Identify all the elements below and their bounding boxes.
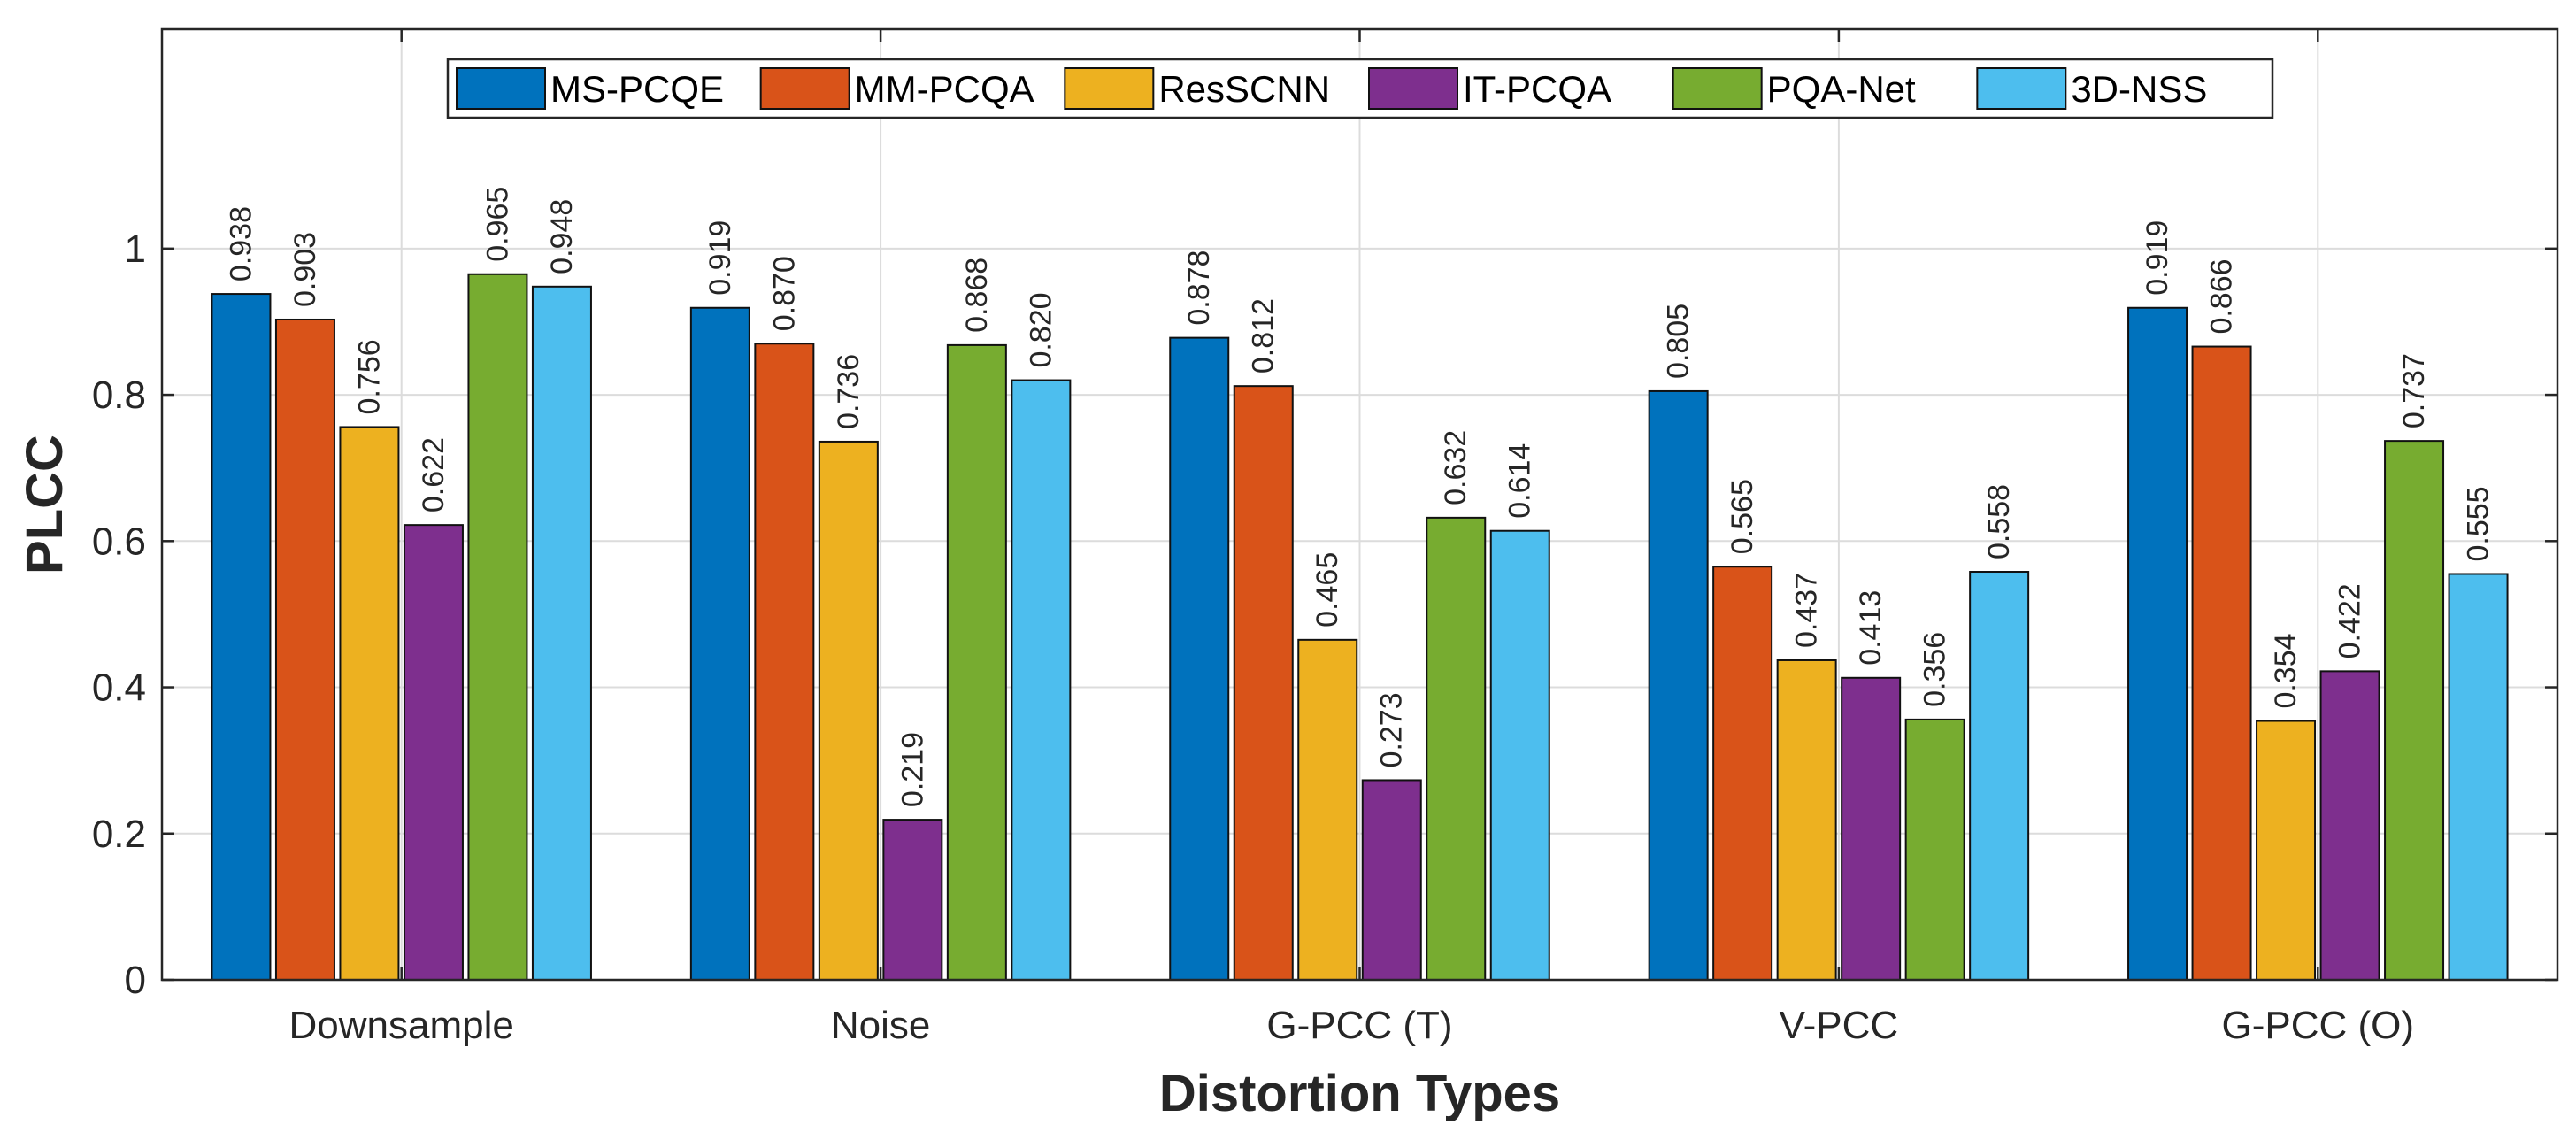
x-axis-ticks: Downsample Noise G-PCC (T) V-PCC G-PCC (O) (289, 29, 2415, 1047)
bar (2191, 345, 2252, 981)
bars (211, 273, 2509, 982)
bar (467, 273, 528, 981)
bar (1841, 676, 1902, 981)
y-tick-label: 0.8 (92, 374, 146, 417)
bar-value-label: 0.919 (704, 220, 737, 296)
x-tick-label: Downsample (289, 1004, 514, 1047)
legend-box (446, 58, 2274, 119)
bar (403, 524, 464, 981)
bar (1233, 385, 1294, 981)
x-tick-label: V-PCC (1780, 1004, 1898, 1047)
bar-value-label: 0.736 (832, 354, 865, 429)
y-tick-label: 0 (125, 959, 146, 1002)
bar-value-label: 0.558 (1982, 484, 2016, 559)
bar (1776, 659, 1837, 981)
bar (1904, 718, 1965, 981)
legend-label: ResSCNN (1158, 68, 1330, 110)
bar-value-label: 0.632 (1439, 430, 1473, 505)
bar-value-label: 0.938 (224, 206, 258, 281)
bar-value-label: 0.919 (2141, 220, 2174, 296)
bar-value-label: 0.622 (417, 437, 450, 512)
legend-label: PQA-Net (1767, 68, 1916, 110)
bar-value-label: 0.868 (960, 258, 994, 333)
bar-value-label: 0.356 (1919, 632, 1952, 707)
bar-value-label: 0.737 (2397, 353, 2431, 428)
legend-swatch (456, 67, 546, 110)
bar (754, 343, 815, 981)
bar-value-label: 0.866 (2205, 258, 2239, 334)
bar (2319, 670, 2380, 982)
legend-label: MS-PCQE (550, 68, 724, 110)
bar (1969, 571, 2030, 981)
bar (2448, 573, 2509, 981)
bar (946, 343, 1007, 982)
bar-value-label: 0.354 (2269, 633, 2303, 708)
legend-label: MM-PCQA (855, 68, 1034, 110)
bar (1169, 336, 1230, 982)
bar-value-label: 0.756 (352, 339, 386, 414)
legend-label: 3D-NSS (2071, 68, 2207, 110)
y-tick-label: 0.2 (92, 813, 146, 856)
bar (818, 440, 879, 982)
legend-swatch (1976, 67, 2067, 110)
bar-value-label: 0.965 (481, 187, 514, 262)
bar-value-label: 0.422 (2334, 583, 2367, 659)
bar-value-label: 0.903 (288, 232, 322, 307)
bar (1712, 566, 1773, 981)
bar (339, 426, 400, 982)
bar-value-label: 0.413 (1854, 590, 1888, 666)
value-labels: 0.938 0.919 0.878 0.805 0.919 0.903 0.870 0.812… (224, 187, 2495, 807)
bar (1489, 529, 1550, 981)
bar (531, 285, 592, 981)
y-tick-label: 1 (125, 227, 146, 271)
bar (2127, 306, 2188, 982)
legend-swatch (1064, 67, 1155, 110)
bar (1361, 779, 1422, 982)
bar-value-label: 0.614 (1503, 443, 1537, 519)
x-tick-label: Noise (831, 1004, 931, 1047)
bar (211, 293, 272, 981)
bar (1426, 516, 1487, 981)
legend-swatch (759, 67, 850, 110)
bar-value-label: 0.565 (1726, 479, 1759, 554)
bar-value-label: 0.870 (767, 256, 801, 331)
bar (1011, 379, 1072, 981)
bar (274, 318, 335, 981)
bar (689, 306, 750, 982)
bar-value-label: 0.465 (1311, 552, 1344, 628)
y-tick-label: 0.6 (92, 520, 146, 563)
bar-value-label: 0.273 (1375, 692, 1409, 767)
bar-value-label: 0.219 (896, 732, 929, 807)
y-axis-ticks: 0 0.2 0.4 0.6 0.8 1 (92, 227, 2557, 1002)
legend: MS-PCQE MM-PCQA ResSCNN IT-PCQA PQA-Net 3D-NS… (446, 58, 2274, 119)
y-axis-title: PLCC (16, 435, 73, 574)
legend-swatch (1368, 67, 1458, 110)
legend-label: IT-PCQA (1463, 68, 1611, 110)
bar-value-label: 0.878 (1182, 250, 1216, 326)
bar-value-label: 0.812 (1247, 298, 1280, 374)
y-tick-label: 0.4 (92, 666, 146, 710)
bar (2384, 440, 2445, 981)
bar-value-label: 0.948 (545, 199, 579, 274)
bar (1297, 638, 1358, 981)
x-tick-label: G-PCC (O) (2222, 1004, 2415, 1047)
bar-value-label: 0.437 (1790, 573, 1824, 648)
bar (1648, 389, 1709, 981)
bar-value-label: 0.820 (1024, 292, 1057, 367)
bar (2256, 720, 2317, 982)
legend-swatch (1672, 67, 1763, 110)
bar-value-label: 0.805 (1662, 304, 1696, 379)
x-axis-title: Distortion Types (1159, 1065, 1560, 1122)
x-tick-label: G-PCC (T) (1266, 1004, 1452, 1047)
bar-value-label: 0.555 (2462, 486, 2495, 561)
bar (882, 819, 943, 982)
